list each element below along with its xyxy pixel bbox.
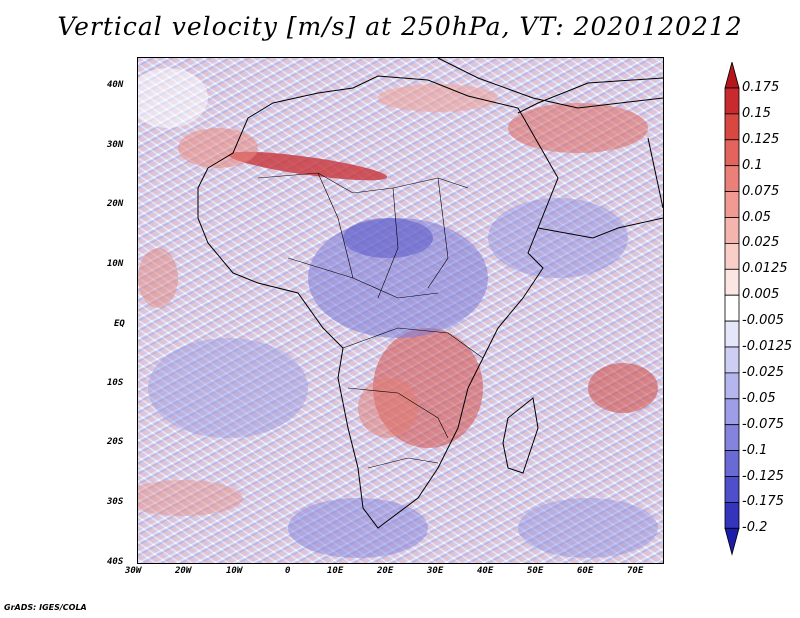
colorbar-box [724, 398, 740, 426]
colorbar-box [724, 450, 740, 477]
colorbar-box [724, 191, 740, 218]
colorbar [724, 62, 740, 556]
colorbar-box [724, 476, 740, 503]
lat-label: 10S [107, 378, 124, 388]
coastlines [197, 58, 663, 529]
lon-label: 70E [627, 566, 644, 576]
lat-label: 20S [107, 437, 124, 447]
colorbar-box [724, 165, 740, 192]
colorbar-label: 0.175 [742, 80, 780, 95]
colorbar-label: -0.025 [742, 364, 784, 380]
colorbar-label: -0.1 [742, 442, 768, 458]
colorbar-box [724, 268, 740, 296]
colorbar-max-triangle [724, 62, 740, 89]
colorbar-label: 0.125 [742, 131, 780, 147]
lon-label: 50E [527, 566, 544, 576]
lat-label: 30N [107, 140, 124, 150]
colorbar-box [724, 217, 740, 244]
colorbar-label: -0.2 [742, 520, 768, 536]
colorbar-box [724, 113, 740, 141]
lat-label: 20N [107, 199, 124, 209]
colorbar-label: 0.0125 [742, 261, 788, 277]
colorbar-label: 0.025 [742, 235, 780, 251]
colorbar-label: 0.005 [742, 287, 780, 303]
lat-label: 40N [107, 80, 124, 90]
colorbar-label: -0.075 [742, 416, 784, 432]
colorbar-label: 0.075 [742, 183, 780, 199]
lon-label: 10W [226, 566, 243, 576]
colorbar-box [724, 424, 740, 452]
lat-label: EQ [114, 319, 125, 329]
colorbar-label: 0.05 [742, 209, 771, 225]
colorbar-box [724, 346, 740, 374]
lon-label: 40E [477, 566, 494, 576]
lat-label: 40S [107, 557, 124, 567]
map-field [138, 58, 663, 563]
colorbar-label: -0.125 [742, 468, 784, 484]
lat-label: 30S [107, 497, 124, 507]
colorbar-label: 0.1 [742, 157, 763, 173]
colorbar-box [724, 294, 740, 322]
colorbar-label: -0.005 [742, 313, 784, 329]
colorbar-box [724, 320, 740, 348]
grads-credit: GrADS: IGES/COLA [4, 603, 87, 612]
lon-label: 20E [377, 566, 394, 576]
lon-label: 60E [577, 566, 594, 576]
map-title: Vertical velocity [m/s] at 250hPa, VT: 2… [57, 12, 743, 41]
lon-label: 30W [125, 566, 142, 576]
colorbar-label: 0.15 [742, 105, 771, 121]
colorbar-box [724, 87, 740, 115]
lon-label: 20W [175, 566, 192, 576]
colorbar-box [724, 501, 740, 529]
lon-label: 0 [285, 566, 291, 576]
colorbar-label: -0.0125 [742, 339, 793, 354]
colorbar-box [724, 372, 740, 400]
lon-label: 10E [327, 566, 344, 576]
lat-label: 10N [107, 259, 124, 269]
colorbar-box [724, 139, 740, 167]
lon-label: 30E [427, 566, 444, 576]
colorbar-label: -0.05 [742, 390, 776, 406]
colorbar-label: -0.175 [742, 494, 784, 510]
colorbar-box [724, 242, 740, 270]
colorbar-min-triangle [724, 527, 740, 556]
country-borders [257, 172, 484, 469]
field-anomalies [138, 68, 658, 558]
velocity-map [137, 57, 664, 564]
